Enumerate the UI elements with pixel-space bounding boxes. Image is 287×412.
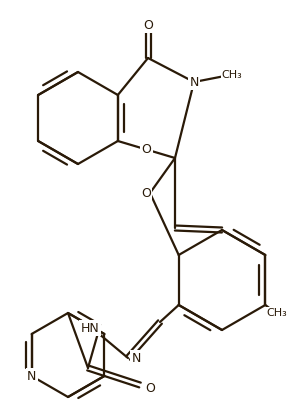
Text: N: N: [131, 351, 141, 365]
Text: O: O: [145, 382, 155, 396]
Text: N: N: [189, 75, 199, 89]
Text: CH₃: CH₃: [222, 70, 243, 80]
Text: CH₃: CH₃: [267, 308, 287, 318]
Text: HN: HN: [81, 321, 99, 335]
Text: O: O: [141, 143, 151, 156]
Text: O: O: [141, 187, 151, 199]
Text: O: O: [143, 19, 153, 31]
Text: N: N: [27, 370, 36, 382]
